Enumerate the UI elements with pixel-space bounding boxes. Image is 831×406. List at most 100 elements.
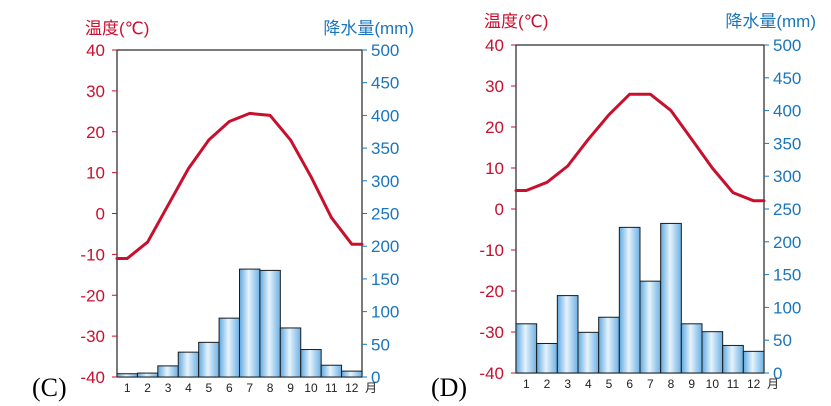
precip-tick-label: 200 [371, 237, 399, 256]
precip-tick-label: 400 [773, 102, 801, 121]
precip-tick-label: 500 [773, 36, 801, 55]
month-tick-label: 2 [544, 377, 551, 391]
month-tick-label: 4 [185, 381, 192, 395]
temp-tick-label: -20 [80, 286, 105, 305]
precip-tick-label: 350 [773, 134, 801, 153]
climate-chart-d: 403020100-10-20-30-405004504003503002502… [431, 12, 816, 402]
month-tick-label: 7 [647, 377, 654, 391]
temperature-line [115, 111, 364, 260]
month-tick-label: 7 [246, 381, 253, 395]
month-tick-label: 10 [706, 377, 720, 391]
precip-bar [722, 344, 744, 374]
month-tick-label: 8 [267, 381, 274, 395]
month-unit-label: 月 [767, 377, 779, 391]
precip-tick-label: 100 [773, 298, 801, 317]
temp-tick-label: 30 [86, 82, 105, 101]
precip-tick-label: 300 [773, 167, 801, 186]
month-tick-label: 1 [124, 381, 131, 395]
precip-bar [239, 268, 261, 378]
temp-tick-label: 20 [485, 118, 504, 137]
precip-tick-label: 250 [773, 200, 801, 219]
temp-tick-label: -10 [479, 241, 504, 260]
precip-tick-label: 50 [773, 331, 792, 350]
temp-tick-label: 10 [485, 159, 504, 178]
month-tick-label: 3 [165, 381, 172, 395]
month-tick-label: 5 [206, 381, 213, 395]
precip-bar [218, 317, 240, 378]
precip-tick-label: 350 [371, 139, 399, 158]
month-tick-label: 2 [144, 381, 151, 395]
precip-bar [116, 373, 138, 378]
precip-bar [598, 316, 620, 374]
precip-bar [742, 350, 765, 374]
precip-bar [136, 372, 159, 378]
precip-tick-label: 150 [773, 266, 801, 285]
precip-tick-label: 250 [371, 205, 399, 224]
precip-bar [157, 365, 179, 378]
temp-tick-label: -30 [479, 323, 504, 342]
precip-bar [259, 269, 281, 378]
month-tick-label: 12 [747, 377, 761, 391]
precip-bar [320, 364, 343, 378]
precip-tick-label: 150 [371, 270, 399, 289]
temp-tick-label: -10 [80, 245, 105, 264]
precip-bar [639, 280, 662, 374]
precip-bar [577, 331, 600, 374]
precip-tick-label: 0 [773, 364, 782, 383]
precip-tick-label: 0 [371, 368, 380, 387]
precip-tick-label: 500 [371, 41, 399, 60]
temp-tick-label: -30 [80, 327, 105, 346]
temperature-line [514, 92, 766, 203]
precip-bar [177, 351, 200, 378]
panel-label: (D) [431, 373, 467, 402]
precip-bar [279, 327, 302, 378]
precip-bar [300, 349, 322, 378]
temp-tick-label: 0 [495, 200, 504, 219]
precip-bar [701, 331, 724, 374]
month-tick-label: 11 [325, 381, 338, 395]
climate-chart-c: 403020100-10-20-30-405004504003503002502… [32, 19, 414, 402]
temp-tick-label: 40 [86, 41, 105, 60]
month-tick-label: 4 [585, 377, 592, 391]
month-tick-label: 1 [523, 377, 530, 391]
precip-tick-label: 100 [371, 303, 399, 322]
precip-bar [536, 342, 558, 374]
precip-bar [198, 341, 220, 378]
precip-bar [618, 226, 641, 374]
precip-tick-label: 200 [773, 233, 801, 252]
temp-tick-label: 10 [86, 164, 105, 183]
temp-tick-label: -20 [479, 282, 504, 301]
month-tick-label: 5 [606, 377, 613, 391]
precip-bar [556, 295, 579, 374]
month-tick-label: 11 [727, 377, 740, 391]
precip-tick-label: 450 [773, 69, 801, 88]
precip-tick-label: 300 [371, 172, 399, 191]
temp-tick-label: 40 [485, 36, 504, 55]
month-tick-label: 3 [564, 377, 571, 391]
precip-tick-label: 450 [371, 74, 399, 93]
precip-tick-label: 400 [371, 106, 399, 125]
month-tick-label: 6 [226, 381, 233, 395]
month-tick-label: 10 [304, 381, 318, 395]
precipitation-axis-title: 降水量(mm) [323, 19, 414, 38]
temp-tick-label: -40 [80, 368, 105, 387]
month-tick-label: 9 [688, 377, 695, 391]
temp-tick-label: 30 [485, 77, 504, 96]
month-tick-label: 9 [287, 381, 294, 395]
temperature-axis-title: 温度(℃) [484, 12, 548, 31]
month-tick-label: 8 [668, 377, 675, 391]
panel-label: (C) [32, 373, 67, 402]
temp-tick-label: -40 [479, 364, 504, 383]
precip-tick-label: 50 [371, 335, 390, 354]
month-tick-label: 6 [626, 377, 633, 391]
temperature-axis-title: 温度(℃) [85, 19, 149, 38]
precip-bar [680, 323, 703, 374]
temp-tick-label: 0 [96, 205, 105, 224]
precip-bar [341, 370, 363, 378]
precip-bar [660, 222, 682, 374]
precipitation-axis-title: 降水量(mm) [725, 12, 816, 31]
temp-tick-label: 20 [86, 123, 105, 142]
month-tick-label: 12 [345, 381, 359, 395]
precip-bar [515, 323, 538, 374]
